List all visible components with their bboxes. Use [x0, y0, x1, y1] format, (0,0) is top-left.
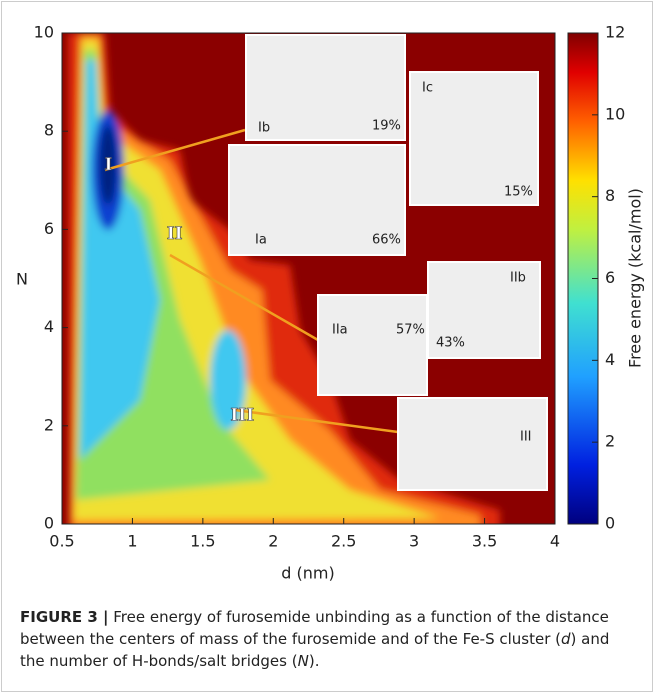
inset: Ia 66% — [228, 144, 406, 256]
caption-var: d — [561, 630, 571, 648]
state-label: III — [230, 405, 254, 425]
caption-text: ) and the number of H-bonds/salt bridges… — [20, 630, 610, 670]
y-tick-label: 10 — [34, 23, 54, 42]
inset-share: 15% — [504, 185, 533, 200]
inset: Ib 19% — [245, 34, 406, 141]
inset-share: 57% — [396, 323, 425, 338]
colorbar-tick-label: 2 — [605, 432, 615, 451]
colorbar-tick-label: 10 — [605, 104, 625, 123]
state-label: I — [105, 155, 113, 175]
y-tick-label: 2 — [44, 415, 54, 434]
x-tick-label: 3 — [409, 532, 419, 551]
caption-text: ). — [308, 652, 320, 670]
inset-label: IIa — [332, 323, 348, 338]
y-tick-label: 6 — [44, 219, 54, 238]
insets: Ib 19% Ic 15% Ia 66% IIb 43% IIa 57% III — [228, 34, 548, 491]
inset-label: Ib — [258, 121, 270, 136]
y-axis-label: N — [16, 270, 28, 289]
x-tick-label: 1.5 — [190, 532, 215, 551]
inset-label: Ia — [255, 233, 267, 248]
inset-share: 43% — [436, 336, 465, 351]
caption-text: Free energy of furosemide unbinding as a… — [20, 608, 609, 648]
x-tick-label: 2.5 — [331, 532, 356, 551]
inset-share: 19% — [372, 119, 401, 134]
pointer-lines — [104, 128, 399, 434]
y-tick-label: 0 — [44, 514, 54, 533]
colorbar-tick-label: 0 — [605, 514, 615, 533]
colorbar-tick-label: 12 — [605, 23, 625, 42]
inset: IIa 57% — [317, 294, 428, 396]
inset-share: 66% — [372, 233, 401, 248]
inset-label: IIb — [510, 271, 526, 286]
x-tick-label: 1 — [127, 532, 137, 551]
caption: FIGURE 3 | Free energy of furosemide unb… — [20, 606, 630, 672]
x-tick-label: 0.5 — [49, 532, 74, 551]
inset-label: III — [520, 430, 532, 445]
state-label: II — [167, 224, 183, 244]
x-tick-label: 2 — [268, 532, 278, 551]
inset: III — [397, 397, 548, 491]
colorbar-label: Free energy (kcal/mol) — [626, 188, 645, 368]
y-tick-label: 4 — [44, 317, 54, 336]
x-tick-label: 3.5 — [472, 532, 497, 551]
chart: Ib 19% Ic 15% Ia 66% IIb 43% IIa 57% III… — [16, 23, 645, 583]
x-tick-label: 4 — [550, 532, 560, 551]
colorbar-tick-label: 8 — [605, 186, 615, 205]
y-tick-label: 8 — [44, 121, 54, 140]
inset: IIb 43% — [427, 261, 541, 359]
caption-var: N — [297, 652, 309, 670]
x-axis-label: d (nm) — [281, 564, 334, 583]
colorbar-tick-label: 6 — [605, 268, 615, 287]
inset: Ic 15% — [409, 71, 539, 206]
inset-label: Ic — [422, 81, 433, 96]
caption-label: FIGURE 3 | — [20, 608, 109, 626]
colorbar-tick-label: 4 — [605, 350, 615, 369]
